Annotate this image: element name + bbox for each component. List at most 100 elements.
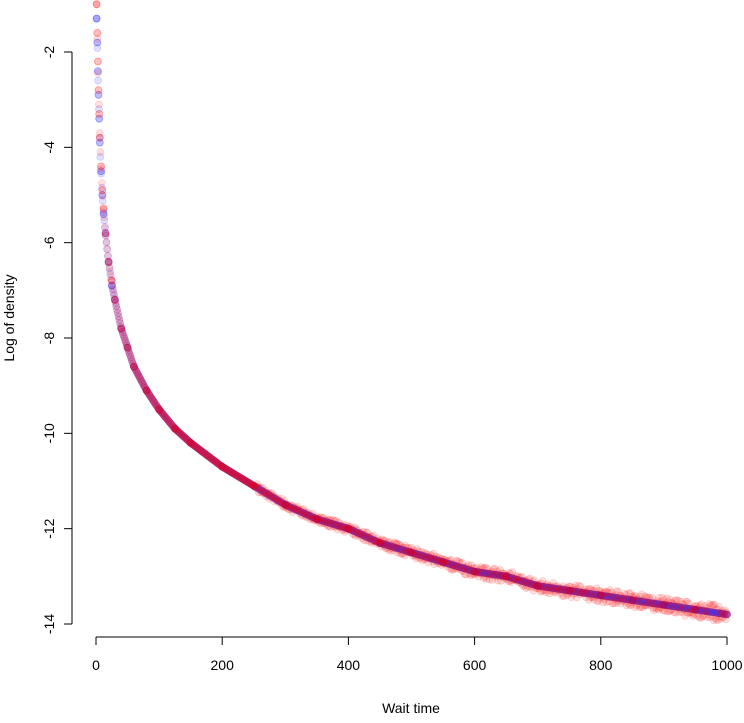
series-1-dense-point-138 bbox=[197, 446, 205, 455]
series-0-dense-point-688 bbox=[613, 594, 622, 602]
series-0-dense-point-559 bbox=[516, 576, 524, 585]
series-1-dense-point-245 bbox=[278, 501, 286, 510]
series-0-dense-point-9 bbox=[99, 208, 108, 216]
series-0-dense-point-405 bbox=[399, 546, 408, 554]
series-0-dense-point-471 bbox=[449, 561, 458, 569]
series-1-dense-point-324 bbox=[338, 526, 346, 534]
series-0-dense-point-521 bbox=[487, 570, 495, 578]
series-1-dense-point-196 bbox=[241, 476, 249, 485]
series-1-dense-point-46 bbox=[127, 355, 136, 364]
series-0-dense-point-735 bbox=[649, 599, 658, 608]
series-1-point-33 bbox=[628, 596, 637, 605]
series-1-dense-point-159 bbox=[213, 458, 221, 467]
series-0-dense-point-178 bbox=[227, 468, 236, 477]
series-0-point-31 bbox=[565, 586, 574, 595]
series-0-dense-point-516 bbox=[483, 569, 492, 578]
series-0-dense-point-622 bbox=[563, 586, 572, 595]
series-0-dense-point-773 bbox=[678, 603, 686, 612]
series-0-point-3 bbox=[94, 91, 103, 99]
series-1-dense-point-29 bbox=[114, 312, 123, 321]
series-0-dense-point-156 bbox=[211, 457, 219, 465]
series-0-dense-point-102 bbox=[170, 423, 178, 432]
series-1-dense-point-305 bbox=[323, 522, 332, 531]
series-0-dense-point-5 bbox=[96, 153, 105, 161]
series-0-dense-point-209 bbox=[251, 482, 259, 491]
series-1-dense-point-11 bbox=[101, 223, 109, 231]
series-0-dense-point-579 bbox=[531, 581, 539, 589]
series-1-point-28 bbox=[470, 567, 479, 576]
series-0-dense-point-61 bbox=[139, 379, 147, 388]
series-1-dense-point-256 bbox=[286, 501, 295, 509]
series-0-dense-point-273 bbox=[299, 509, 308, 517]
series-1-dense-point-330 bbox=[342, 526, 351, 535]
series-1-point-0 bbox=[92, 0, 101, 9]
series-0-dense-point-229 bbox=[266, 491, 274, 500]
series-0-dense-point-603 bbox=[549, 584, 558, 593]
series-0-dense-point-42 bbox=[124, 346, 133, 355]
series-1-dense-point-303 bbox=[322, 519, 330, 528]
series-0-dense-point-385 bbox=[384, 541, 393, 550]
series-1-point-25 bbox=[375, 539, 384, 547]
series-0-dense-point-244 bbox=[277, 498, 286, 507]
series-0-dense-point-740 bbox=[653, 600, 661, 608]
series-0-dense-point-305 bbox=[323, 518, 332, 527]
series-0-dense-point-738 bbox=[651, 599, 660, 608]
series-0-dense-point-743 bbox=[655, 600, 664, 609]
series-0-dense-point-218 bbox=[257, 486, 266, 495]
series-0-point-18 bbox=[170, 424, 179, 433]
series-0-dense-point-708 bbox=[628, 596, 637, 605]
series-0-point-28 bbox=[470, 567, 479, 576]
series-0-dense-point-355 bbox=[361, 532, 370, 541]
series-0-dense-point-97 bbox=[166, 418, 174, 427]
series-0-point-26 bbox=[407, 548, 416, 557]
series-1-point-17 bbox=[155, 405, 164, 414]
series-0-dense-point-610 bbox=[554, 585, 563, 593]
series-1-dense-point-243 bbox=[276, 498, 285, 507]
series-1-dense-point-50 bbox=[130, 363, 139, 372]
series-1-dense-point-94 bbox=[164, 416, 172, 424]
series-0-dense-point-767 bbox=[673, 603, 682, 611]
series-1-dense-point-315 bbox=[331, 523, 339, 531]
series-0-dense-point-115 bbox=[179, 432, 188, 441]
series-0-dense-point-237 bbox=[272, 495, 280, 504]
series-0-dense-point-755 bbox=[664, 601, 673, 610]
series-0-dense-point-442 bbox=[427, 554, 436, 563]
series-0-dense-point-127 bbox=[189, 440, 197, 449]
series-0-dense-point-45 bbox=[126, 353, 135, 361]
series-0-dense-point-486 bbox=[460, 564, 469, 573]
series-0-dense-point-477 bbox=[453, 562, 462, 571]
series-0-dense-point-312 bbox=[329, 520, 337, 528]
series-0-dense-point-289 bbox=[311, 514, 320, 523]
series-0-dense-point-671 bbox=[600, 592, 609, 600]
series-0-dense-point-637 bbox=[575, 588, 583, 596]
series-0-dense-point-212 bbox=[253, 483, 262, 492]
series-0-dense-point-227 bbox=[264, 490, 273, 499]
series-0-dense-point-132 bbox=[192, 443, 201, 452]
series-1-dense-point-240 bbox=[274, 495, 283, 503]
series-0-dense-point-260 bbox=[289, 504, 298, 513]
series-1-dense-point-99 bbox=[167, 420, 176, 429]
series-0-dense-point-677 bbox=[605, 592, 614, 601]
series-0-dense-point-581 bbox=[532, 581, 541, 590]
series-0-dense-point-400 bbox=[395, 545, 404, 553]
series-0-dense-point-420 bbox=[410, 549, 419, 558]
series-0-dense-point-720 bbox=[637, 597, 646, 606]
series-1-dense-point-146 bbox=[203, 451, 211, 460]
series-0-dense-point-232 bbox=[268, 493, 277, 501]
series-0-dense-point-814 bbox=[709, 608, 717, 617]
series-0-dense-point-803 bbox=[700, 607, 709, 615]
series-0-dense-point-6 bbox=[97, 169, 105, 178]
series-0-dense-point-362 bbox=[366, 534, 375, 543]
series-1-point-30 bbox=[533, 582, 542, 590]
series-0-dense-point-446 bbox=[430, 555, 439, 564]
series-0-dense-point-118 bbox=[182, 434, 190, 443]
series-0-dense-point-730 bbox=[645, 598, 654, 607]
series-0-dense-point-240 bbox=[274, 496, 283, 505]
series-0-dense-point-523 bbox=[488, 570, 497, 579]
series-0-dense-point-16 bbox=[104, 258, 113, 267]
series-0-dense-point-364 bbox=[368, 535, 377, 544]
series-1-dense-point-295 bbox=[316, 518, 324, 527]
series-0-dense-point-366 bbox=[369, 536, 378, 545]
series-0-dense-point-40 bbox=[123, 341, 131, 350]
series-0-dense-point-162 bbox=[215, 460, 224, 469]
